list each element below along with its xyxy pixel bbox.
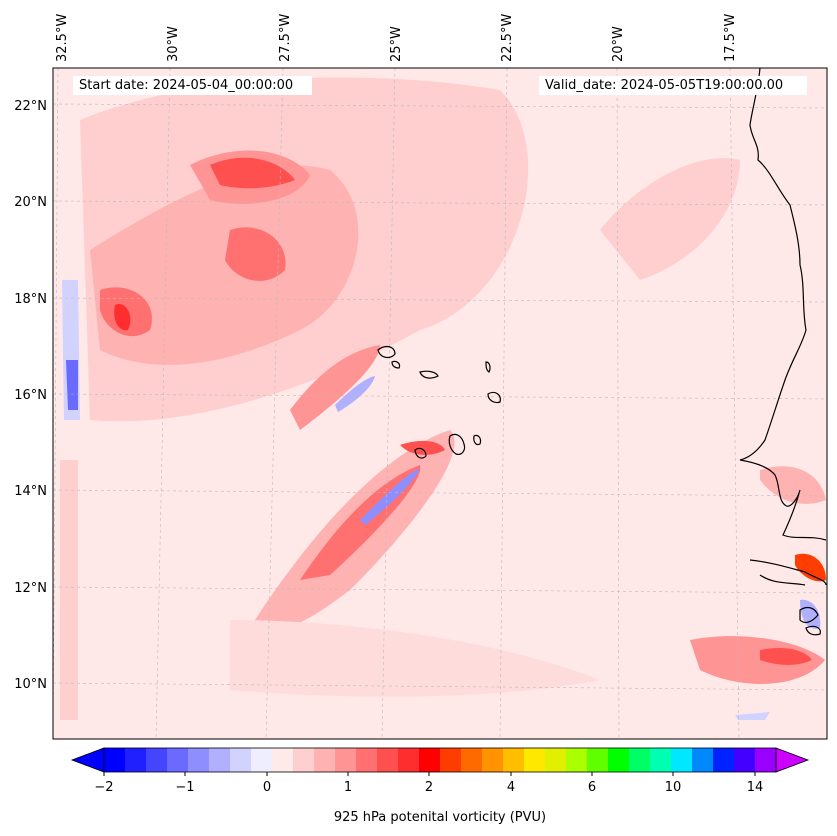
colorbar-tick-label: 4 bbox=[507, 780, 515, 795]
colorbar-cell bbox=[335, 748, 357, 772]
colorbar-tick-label: −1 bbox=[175, 780, 194, 795]
colorbar-ticks bbox=[103, 772, 756, 776]
colorbar-cell bbox=[461, 748, 483, 772]
lon-label: 22.5°W bbox=[500, 14, 515, 62]
lat-label: 12°N bbox=[14, 581, 47, 596]
colorbar-cell bbox=[419, 748, 441, 772]
colorbar-cell bbox=[440, 748, 462, 772]
gridlines bbox=[53, 68, 827, 739]
colorbar-cell bbox=[251, 748, 273, 772]
colorbar-cell bbox=[314, 748, 336, 772]
colorbar-over-arrow bbox=[775, 747, 810, 773]
colorbar-cell bbox=[167, 748, 189, 772]
colorbar-tick-labels: −2 −1 0 1 2 4 6 10 14 bbox=[94, 780, 763, 795]
lon-label: 30°W bbox=[166, 26, 181, 62]
colorbar-cell bbox=[230, 748, 252, 772]
lon-label: 25°W bbox=[389, 26, 404, 62]
colorbar-cell bbox=[713, 748, 735, 772]
colorbar-cell bbox=[293, 748, 315, 772]
africa-coastline bbox=[739, 68, 827, 541]
start-date-label: Start date: 2024-05-04_00:00:00 bbox=[73, 76, 312, 95]
colorbar-tick-label: 6 bbox=[588, 780, 596, 795]
colorbar-cell bbox=[734, 748, 756, 772]
lat-label: 14°N bbox=[14, 484, 47, 499]
colorbar-cell bbox=[503, 748, 525, 772]
lat-label: 20°N bbox=[14, 195, 47, 210]
colorbar-tick-label: 10 bbox=[665, 780, 682, 795]
map-panel bbox=[53, 68, 827, 739]
lat-label: 10°N bbox=[14, 677, 47, 692]
colorbar-cell bbox=[671, 748, 693, 772]
lon-label: 20°W bbox=[611, 26, 626, 62]
colorbar-cell bbox=[125, 748, 147, 772]
colorbar-cells bbox=[104, 748, 777, 772]
lon-label: 32.5°W bbox=[55, 14, 70, 62]
colorbar-under-arrow bbox=[70, 747, 105, 773]
lat-label: 18°N bbox=[14, 292, 47, 307]
lat-axis-labels: 22°N 20°N 18°N 16°N 14°N 12°N 10°N bbox=[14, 99, 47, 692]
colorbar-title: 925 hPa potenital vorticity (PVU) bbox=[334, 810, 546, 825]
cape-verde-islands bbox=[377, 345, 396, 359]
colorbar-cell bbox=[272, 748, 294, 772]
colorbar-frame bbox=[103, 747, 777, 773]
colorbar-cell bbox=[650, 748, 672, 772]
colorbar-cell bbox=[545, 748, 567, 772]
colorbar-cell bbox=[398, 748, 420, 772]
colorbar-cell bbox=[188, 748, 210, 772]
colorbar-tick-label: 1 bbox=[344, 780, 352, 795]
colorbar-cell bbox=[629, 748, 651, 772]
colorbar-cell bbox=[755, 748, 777, 772]
map-frame bbox=[52, 67, 828, 740]
valid-date-label: Valid_date: 2024-05-05T19:00:00.00 bbox=[539, 76, 807, 95]
colorbar-tick-label: 2 bbox=[425, 780, 433, 795]
colorbar-cell bbox=[608, 748, 630, 772]
colorbar-tick-label: 14 bbox=[747, 780, 764, 795]
lon-label: 27.5°W bbox=[278, 14, 293, 62]
colorbar-cell bbox=[146, 748, 168, 772]
lon-label: 17.5°W bbox=[723, 14, 738, 62]
lon-axis-labels: 32.5°W 30°W 27.5°W 25°W 22.5°W 20°W 17.5… bbox=[55, 14, 738, 62]
colorbar-tick-label: 0 bbox=[263, 780, 271, 795]
colorbar: −2 −1 0 1 2 4 6 10 14 925 hPa potenital … bbox=[70, 747, 810, 825]
colorbar-tick-label: −2 bbox=[94, 780, 113, 795]
lat-label: 22°N bbox=[14, 99, 47, 114]
coastline bbox=[377, 68, 827, 636]
colorbar-cell bbox=[587, 748, 609, 772]
lat-label: 16°N bbox=[14, 388, 47, 403]
colorbar-cell bbox=[692, 748, 714, 772]
colorbar-cell bbox=[524, 748, 546, 772]
colorbar-cell bbox=[356, 748, 378, 772]
vorticity-field bbox=[60, 77, 826, 720]
colorbar-cell bbox=[377, 748, 399, 772]
colorbar-cell bbox=[209, 748, 231, 772]
colorbar-cell bbox=[566, 748, 588, 772]
colorbar-cell bbox=[482, 748, 504, 772]
colorbar-cell bbox=[104, 748, 126, 772]
